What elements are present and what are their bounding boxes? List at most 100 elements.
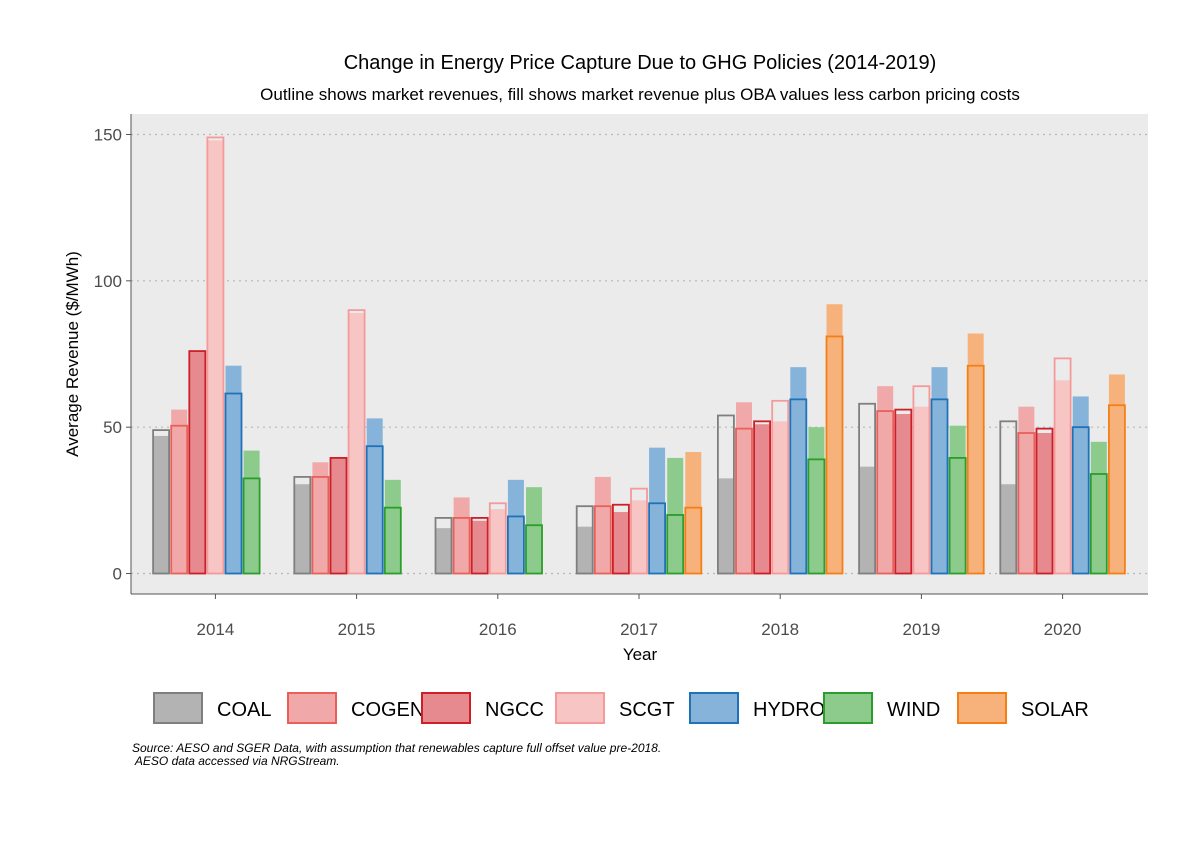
- bar-fill-scgt-2017: [631, 500, 647, 574]
- source-note: Source: AESO and SGER Data, with assumpt…: [132, 741, 662, 768]
- bar-outline-scgt-2016: [488, 502, 507, 575]
- x-axis-label: Year: [623, 645, 658, 664]
- bar-fill-hydro-2015: [366, 418, 383, 574]
- bar-fill-scgt-2018: [772, 421, 789, 574]
- bar-outline-cogen-2015: [311, 476, 330, 575]
- bar-fill-ngcc-2019: [895, 414, 912, 574]
- bar-outline-solar-2020: [1108, 404, 1126, 575]
- bar-outline-solar-2017: [684, 506, 703, 575]
- legend-key-solar: [957, 692, 1007, 724]
- y-tick-label: 100: [94, 272, 122, 291]
- x-tick-label: 2020: [1044, 620, 1082, 639]
- bar-outline-cogen-2014: [170, 424, 189, 575]
- bar-fill-ngcc-2020: [1036, 433, 1053, 574]
- bar-fill-cogen-2019: [877, 386, 894, 574]
- legend-label-scgt: SCGT: [619, 699, 675, 721]
- bar-fill-wind-2018: [808, 427, 825, 574]
- x-tick-label: 2018: [761, 620, 799, 639]
- bar-outline-hydro-2018: [789, 398, 808, 575]
- y-tick-label: 150: [94, 125, 122, 144]
- bar-outline-coal-2016: [434, 517, 453, 575]
- bar-outline-ngcc-2018: [753, 420, 771, 575]
- x-tick-label: 2014: [196, 620, 234, 639]
- bar-outline-solar-2019: [966, 364, 985, 575]
- bar-outline-coal-2018: [717, 414, 735, 575]
- bar-outline-cogen-2019: [876, 410, 895, 575]
- bar-outline-coal-2020: [999, 420, 1018, 575]
- bar-outline-wind-2018: [807, 458, 826, 575]
- plot-area: 0 50 100 150 2014 2015 2016 2017 2018 2019 2020: [94, 114, 1148, 639]
- bar-fill-cogen-2018: [736, 402, 752, 574]
- legend-key-scgt: [555, 692, 605, 724]
- bar-outline-wind-2020: [1089, 473, 1108, 575]
- bar-outline-solar-2018: [825, 335, 844, 575]
- bar-fill-scgt-2020: [1054, 380, 1071, 574]
- bar-fill-ngcc-2017: [612, 512, 629, 574]
- legend-key-cogen: [287, 692, 337, 724]
- bar-outline-ngcc-2015: [329, 457, 348, 575]
- bar-outline-coal-2014: [152, 429, 171, 575]
- bar-fill-cogen-2016: [453, 497, 470, 574]
- legend-label-ngcc: NGCC: [485, 699, 544, 721]
- bar-outline-wind-2019: [948, 457, 967, 575]
- bar-fill-coal-2017: [576, 526, 593, 574]
- bar-outline-coal-2017: [575, 505, 594, 575]
- x-tick-label: 2019: [902, 620, 940, 639]
- bar-fill-cogen-2020: [1018, 406, 1035, 574]
- bar-outline-ngcc-2014: [188, 350, 207, 575]
- bar-outline-scgt-2020: [1053, 357, 1072, 575]
- bar-outline-hydro-2019: [930, 398, 949, 575]
- bar-outline-wind-2014: [242, 477, 261, 575]
- bar-outline-hydro-2016: [506, 515, 525, 575]
- bar-fill-scgt-2014: [207, 140, 224, 574]
- bar-fill-hydro-2014: [225, 365, 242, 574]
- bar-outline-hydro-2014: [224, 392, 243, 575]
- bar-outline-ngcc-2019: [894, 408, 913, 575]
- legend-label-cogen: COGEN: [351, 699, 424, 721]
- bar-fill-hydro-2020: [1072, 396, 1089, 574]
- bar-outline-cogen-2017: [593, 505, 612, 575]
- bar-fill-coal-2016: [435, 528, 452, 574]
- legend: COAL COGEN NGCC SCGT HYDRO WIND SOLAR: [153, 692, 1089, 724]
- bar-fill-ngcc-2014: [189, 351, 206, 574]
- bar-fill-ngcc-2016: [471, 520, 488, 574]
- bar-outline-wind-2016: [525, 524, 543, 575]
- legend-key-coal: [153, 692, 203, 724]
- bar-fill-coal-2015: [294, 484, 311, 574]
- bar-fill-scgt-2015: [348, 313, 365, 574]
- y-tick-label: 0: [113, 565, 122, 584]
- y-tick-label: 50: [103, 418, 122, 437]
- bar-fill-hydro-2019: [931, 367, 948, 574]
- bar-fill-hydro-2016: [507, 479, 524, 574]
- bar-fill-cogen-2015: [312, 462, 329, 574]
- bar-fill-hydro-2018: [790, 367, 807, 574]
- bar-outline-ngcc-2020: [1035, 427, 1054, 575]
- bar-fill-solar-2020: [1108, 374, 1125, 574]
- legend-label-coal: COAL: [217, 699, 271, 721]
- bar-fill-wind-2015: [384, 479, 401, 574]
- bar-outline-hydro-2015: [365, 445, 384, 575]
- x-tick-label: 2016: [479, 620, 517, 639]
- bar-fill-solar-2019: [967, 333, 984, 574]
- bar-outline-wind-2017: [666, 514, 685, 575]
- bar-fill-scgt-2016: [489, 509, 506, 574]
- bar-fill-coal-2018: [717, 478, 734, 574]
- bar-outline-scgt-2014: [206, 136, 225, 575]
- legend-key-ngcc: [421, 692, 471, 724]
- bar-fill-solar-2018: [826, 304, 843, 574]
- legend-key-hydro: [689, 692, 739, 724]
- bar-fill-ngcc-2015: [330, 457, 347, 574]
- legend-label-wind: WIND: [887, 699, 940, 721]
- bar-outline-hydro-2020: [1071, 426, 1090, 575]
- bar-fill-cogen-2017: [594, 476, 611, 574]
- bar-fill-hydro-2017: [649, 447, 666, 574]
- bar-fill-ngcc-2018: [754, 424, 771, 574]
- bar-outline-ngcc-2017: [612, 503, 630, 575]
- legend-label-solar: SOLAR: [1021, 699, 1089, 721]
- bar-outline-scgt-2018: [771, 399, 790, 575]
- chart-subtitle: Outline shows market revenues, fill show…: [260, 85, 1020, 104]
- bar-fill-wind-2014: [243, 450, 260, 574]
- y-axis-label: Average Revenue ($/MWh): [63, 251, 82, 457]
- bar-outline-scgt-2017: [630, 487, 648, 575]
- bar-fill-cogen-2014: [171, 409, 188, 574]
